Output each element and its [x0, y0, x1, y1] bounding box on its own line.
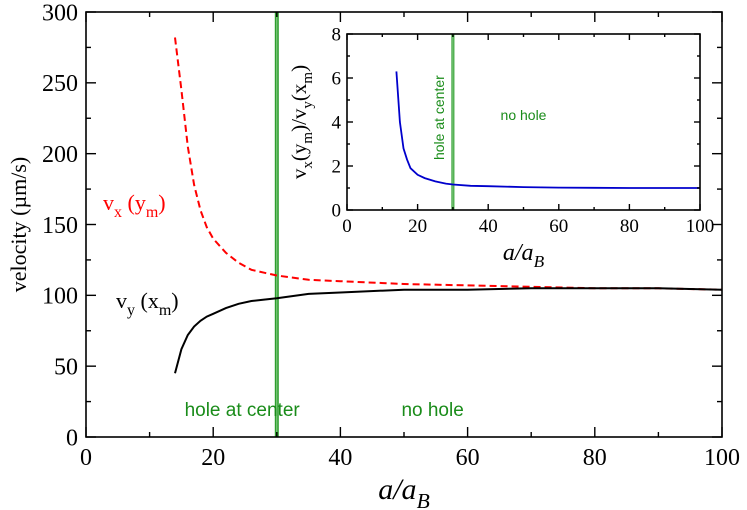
main-x-tick-label: 60 — [456, 445, 480, 471]
series-label-vy: vy (xm) — [116, 288, 179, 319]
inset-plot: 0 20 40 60 80 100 0 2 4 6 8 a/aB hole at center no ho… — [287, 25, 714, 272]
main-y-tick-label: 100 — [42, 284, 78, 310]
inset-y-axis-label: vx(ym)/vy(xm) — [287, 65, 316, 179]
main-x-tick-label: 20 — [201, 445, 225, 471]
main-y-tick-label: 50 — [54, 355, 78, 381]
inset-region-label-hole: hole at center — [431, 75, 447, 160]
inset-y-tick-label: 8 — [332, 25, 342, 46]
main-x-axis-label: a/aB — [378, 473, 430, 510]
inset-series-line-1 — [395, 71, 700, 189]
inset-background — [347, 34, 700, 210]
inset-y-tick-label: 6 — [332, 69, 342, 90]
inset-x-tick-label: 40 — [479, 216, 498, 237]
main-x-tick-label: 80 — [583, 445, 607, 471]
main-region-label-hole: hole at center — [185, 400, 301, 421]
series-label-vx: vx (ym) — [103, 190, 166, 221]
inset-y-tick-label: 2 — [332, 157, 342, 178]
main-y-axis-label: velocity (µm/s) — [6, 157, 31, 292]
main-x-tick-label: 100 — [704, 445, 740, 471]
inset-x-tick-label: 20 — [408, 216, 427, 237]
inset-region-label-no-hole: no hole — [501, 107, 547, 123]
inset-y-tick-label: 0 — [332, 201, 342, 222]
main-y-tick-label: 250 — [42, 71, 78, 97]
main-y-tick-label: 200 — [42, 142, 78, 168]
main-y-tick-label: 0 — [66, 425, 78, 451]
main-x-tick-label: 0 — [80, 445, 92, 471]
inset-y-tick-label: 4 — [332, 113, 342, 134]
main-y-tick-label: 300 — [42, 0, 78, 26]
inset-x-axis-label: a/aB — [503, 240, 545, 271]
main-series-line-2 — [174, 287, 723, 374]
main-x-tick-label: 40 — [328, 445, 352, 471]
main-region-label-no-hole: no hole — [401, 400, 463, 421]
main-y-tick-label: 150 — [42, 213, 78, 239]
inset-x-tick-label: 100 — [686, 216, 715, 237]
inset-x-tick-label: 0 — [342, 216, 352, 237]
inset-x-tick-label: 80 — [620, 216, 639, 237]
inset-x-tick-label: 60 — [549, 216, 568, 237]
